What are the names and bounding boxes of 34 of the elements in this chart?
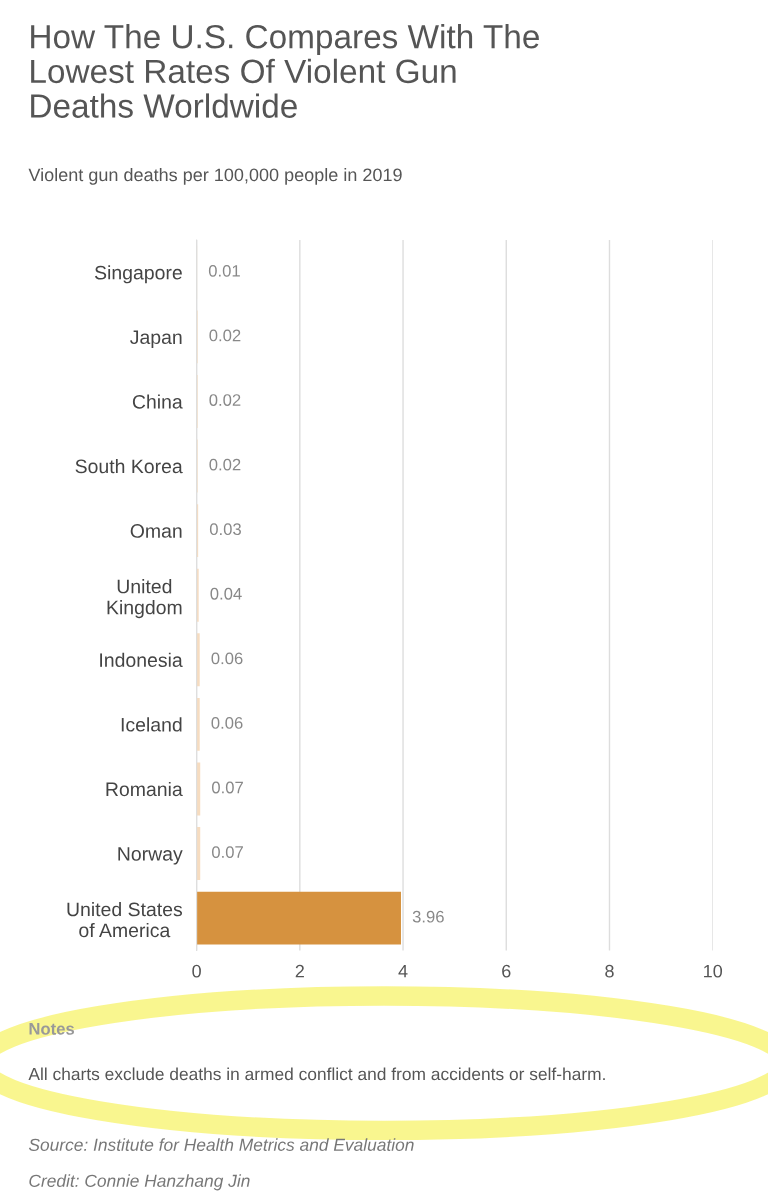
chart-subtitle: Violent gun deaths per 100,000 people in 2019	[28, 167, 402, 185]
x-tick-label: 6	[502, 964, 511, 978]
y-tick-label: Norway	[118, 847, 183, 865]
y-tick-label: Iceland	[121, 717, 182, 732]
data-label: 0.02	[209, 394, 241, 406]
y-tick-label: South Korea	[75, 458, 183, 474]
x-tick-label: 10	[704, 964, 723, 978]
y-tick-label: China	[132, 394, 183, 409]
data-label: 0.06	[211, 652, 243, 665]
source-note: Source: Institute for Health Metrics and Evaluation	[28, 1138, 414, 1151]
y-tick-label: Romania	[106, 781, 183, 797]
text: All charts exclude deaths in armed conflict and from accidents or self-harm.	[28, 1067, 605, 1081]
data-label: 0.06	[211, 717, 243, 729]
y-tick-label: United Kingdom	[107, 579, 182, 619]
data-label: 0.01	[208, 264, 240, 277]
data-label: 0.03	[209, 523, 241, 536]
chart-title: How The U.S. Compares With The Lowest Rates Of Violent Gun Deaths Worldwide	[31, 24, 539, 118]
x-tick-label: 8	[605, 964, 614, 978]
y-tick-label: Singapore	[94, 265, 182, 284]
y-tick-label: United States of America	[67, 902, 183, 938]
text: Credit: Connie Hanzhang Jin	[29, 1174, 250, 1191]
data-label: 0.07	[211, 781, 243, 794]
x-tick-label: 4	[398, 964, 408, 978]
y-tick-label: Japan	[130, 330, 182, 348]
data-label: 0.02	[209, 458, 241, 471]
y-tick-label: Indonesia	[100, 652, 183, 668]
y-tick-label: Oman	[130, 524, 182, 538]
data-label: 3.96	[412, 910, 444, 923]
x-tick-label: 0	[192, 964, 201, 978]
x-tick-label: 2	[295, 964, 304, 978]
text: Notes	[29, 1023, 75, 1035]
data-label: 0.02	[209, 329, 241, 342]
data-label: 0.07	[211, 846, 243, 858]
data-label: 0.04	[210, 587, 242, 600]
